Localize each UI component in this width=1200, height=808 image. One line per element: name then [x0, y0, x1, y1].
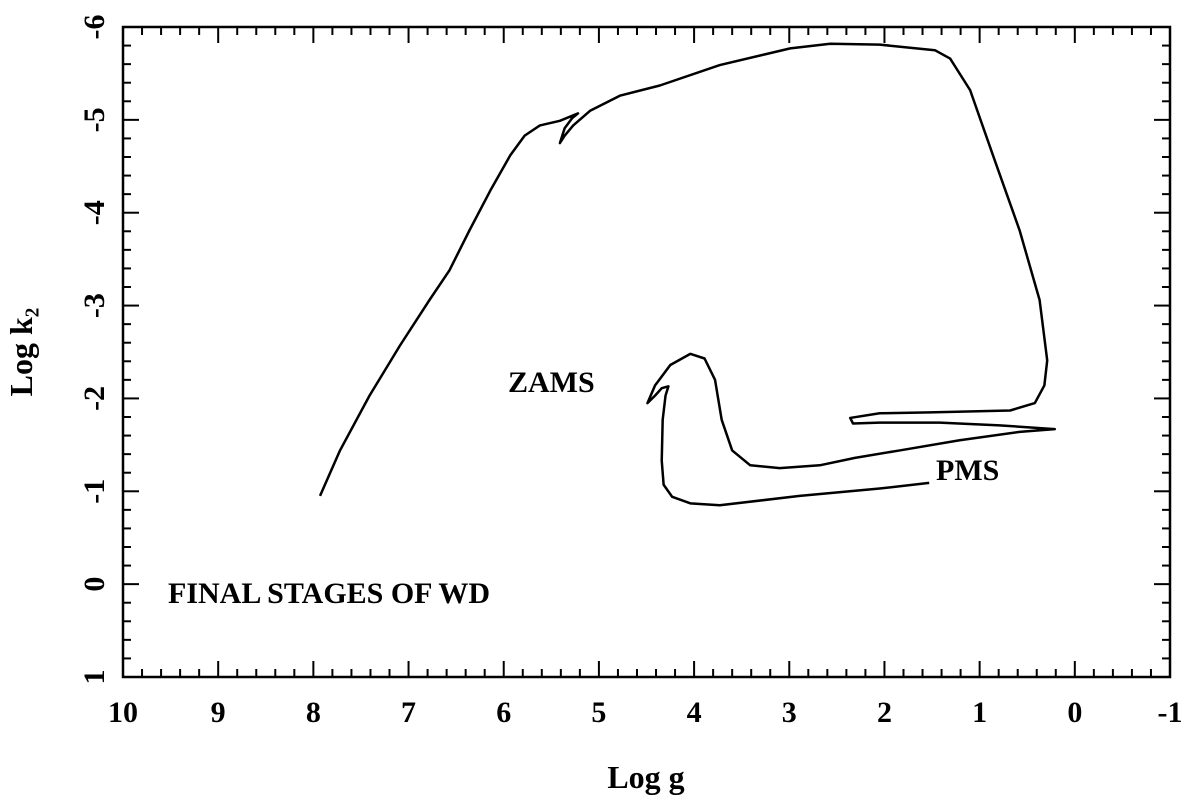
x-tick-label: 0 — [1067, 696, 1082, 729]
x-tick-label: 8 — [306, 696, 321, 729]
x-axis-title: Log g — [607, 759, 684, 795]
x-tick-label: 7 — [401, 696, 416, 729]
y-tick-label: -2 — [78, 386, 111, 411]
plot-frame — [121, 25, 1172, 679]
y-tick-label: -4 — [78, 200, 111, 225]
y-tick-label: -5 — [78, 107, 111, 132]
x-tick-label: 9 — [211, 696, 226, 729]
y-tick-label: 1 — [78, 670, 111, 685]
x-tick-label: 4 — [687, 696, 702, 729]
annotation: FINAL STAGES OF WD — [168, 577, 490, 610]
track-line — [318, 42, 1057, 507]
annotation: ZAMS — [508, 366, 595, 399]
x-tick-label: 3 — [782, 696, 797, 729]
x-tick-label: -1 — [1158, 696, 1183, 729]
x-tick-label: 10 — [108, 696, 138, 729]
x-tick-label: 6 — [496, 696, 511, 729]
y-tick-label: -3 — [78, 293, 111, 318]
y-tick-label: -1 — [78, 479, 111, 504]
y-tick-label: 0 — [78, 577, 111, 592]
y-tick-label: -6 — [78, 15, 111, 40]
x-tick-label: 1 — [972, 696, 987, 729]
annotation: PMS — [936, 454, 999, 487]
x-tick-label: 5 — [591, 696, 606, 729]
x-tick-label: 2 — [877, 696, 892, 729]
y-axis-title: Log k₂ — [3, 308, 39, 397]
